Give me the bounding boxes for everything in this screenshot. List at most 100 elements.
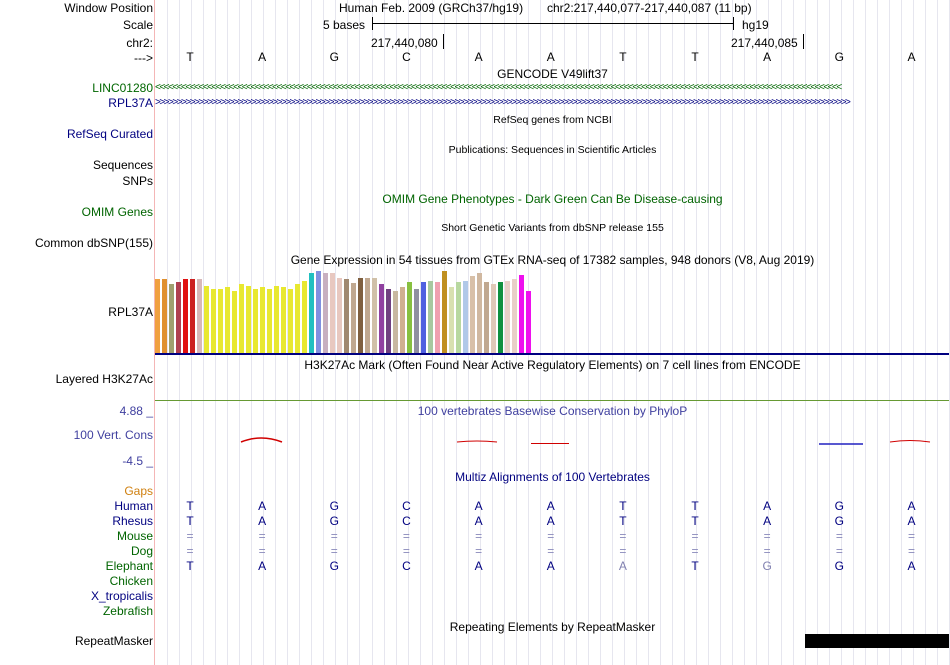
gtex-tissue-bar[interactable]: [470, 276, 475, 353]
gtex-tissue-bar[interactable]: [281, 287, 286, 353]
gtex-tissue-bar[interactable]: [428, 281, 433, 353]
repeatmasker-element[interactable]: [805, 634, 949, 648]
gtex-tissue-bar[interactable]: [519, 275, 524, 353]
gtex-tissue-bar[interactable]: [344, 279, 349, 353]
gtex-tissue-bar[interactable]: [526, 291, 531, 353]
h3k27ac-track-title: H3K27Ac Mark (Often Found Near Active Re…: [304, 358, 801, 372]
gtex-tissue-bar[interactable]: [456, 282, 461, 353]
gtex-tissue-bar[interactable]: [225, 287, 230, 353]
gtex-tissue-bar[interactable]: [386, 289, 391, 353]
alignment-base: =: [402, 529, 410, 543]
gtex-tissue-bar[interactable]: [246, 286, 251, 353]
species-label-mouse[interactable]: Mouse: [116, 529, 153, 543]
species-label-elephant[interactable]: Elephant: [105, 559, 153, 573]
gtex-tissue-bar[interactable]: [155, 279, 160, 353]
label-refseq-curated[interactable]: RefSeq Curated: [66, 127, 153, 141]
base-letter: A: [546, 50, 555, 64]
gtex-tissue-bar[interactable]: [169, 284, 174, 353]
species-label-human[interactable]: Human: [114, 499, 153, 513]
label-layered-h3k27ac[interactable]: Layered H3K27Ac: [55, 372, 153, 386]
h3k27ac-baseline: [155, 400, 949, 401]
linc01280-gene-feature[interactable]: <<<<<<<<<<<<<<<<<<<<<<<<<<<<<<<<<<<<<<<<…: [155, 82, 842, 93]
gridline: [841, 0, 842, 665]
gtex-tissue-bar[interactable]: [176, 282, 181, 353]
gtex-tissue-bar[interactable]: [260, 287, 265, 353]
gridline: [853, 0, 854, 665]
gtex-tissue-bar[interactable]: [309, 273, 314, 353]
gtex-tissue-bar[interactable]: [190, 279, 195, 353]
gtex-tissue-bar[interactable]: [372, 278, 377, 353]
gtex-tissue-bar[interactable]: [351, 283, 356, 353]
gtex-tissue-bar[interactable]: [407, 282, 412, 353]
gtex-tissue-bar[interactable]: [211, 289, 216, 353]
gtex-tissue-bar[interactable]: [484, 282, 489, 353]
alignment-base: =: [402, 544, 410, 558]
gtex-tissue-bar[interactable]: [491, 284, 496, 353]
label-omim-genes[interactable]: OMIM Genes: [81, 205, 153, 219]
gtex-tissue-bar[interactable]: [393, 291, 398, 353]
gtex-tissue-bar[interactable]: [400, 287, 405, 353]
phylop-peak-4: [889, 440, 931, 443]
gtex-tissue-bar[interactable]: [302, 281, 307, 353]
gtex-tissue-bar[interactable]: [337, 278, 342, 353]
label-gtex-gene[interactable]: RPL37A: [108, 305, 153, 319]
rpl37a-gene-feature[interactable]: >>>>>>>>>>>>>>>>>>>>>>>>>>>>>>>>>>>>>>>>…: [155, 97, 851, 108]
label-100-vert-cons[interactable]: 100 Vert. Cons: [73, 428, 153, 442]
alignment-base: A: [763, 499, 772, 513]
gridline: [720, 0, 721, 665]
multiz-track-title: Multiz Alignments of 100 Vertebrates: [455, 470, 650, 484]
base-letter: A: [474, 50, 483, 64]
alignment-base: A: [474, 559, 483, 573]
species-label-dog[interactable]: Dog: [130, 544, 153, 558]
gtex-tissue-bar[interactable]: [512, 279, 517, 353]
gtex-tissue-bar[interactable]: [421, 282, 426, 353]
gtex-tissue-bar[interactable]: [477, 273, 482, 353]
gtex-tissue-bar[interactable]: [498, 282, 503, 353]
gtex-tissue-bar[interactable]: [183, 279, 188, 353]
gtex-tissue-bar[interactable]: [505, 281, 510, 353]
gtex-tissue-bar[interactable]: [274, 286, 279, 353]
label-snps[interactable]: SNPs: [122, 174, 153, 188]
gtex-tissue-bar[interactable]: [197, 279, 202, 353]
gridline: [732, 0, 733, 665]
alignment-base: A: [258, 514, 267, 528]
gtex-tissue-bar[interactable]: [162, 279, 167, 353]
gtex-tissue-bar[interactable]: [449, 287, 454, 353]
gtex-tissue-bar[interactable]: [239, 284, 244, 353]
species-label-x_tropicalis[interactable]: X_tropicalis: [90, 589, 153, 603]
gtex-tissue-bar[interactable]: [365, 278, 370, 353]
label-repeatmasker[interactable]: RepeatMasker: [74, 634, 153, 648]
gtex-tissue-bar[interactable]: [414, 289, 419, 353]
label-linc01280[interactable]: LINC01280: [92, 81, 153, 95]
gtex-tissue-bar[interactable]: [288, 289, 293, 353]
species-label-zebrafish[interactable]: Zebrafish: [102, 604, 153, 618]
label-strand[interactable]: --->: [134, 51, 153, 65]
label-common-dbsnp[interactable]: Common dbSNP(155): [34, 236, 153, 250]
gtex-tissue-bar[interactable]: [323, 273, 328, 353]
gtex-tissue-bar[interactable]: [463, 281, 468, 353]
gtex-tissue-bar[interactable]: [379, 284, 384, 353]
species-label-rhesus[interactable]: Rhesus: [112, 514, 153, 528]
gtex-tissue-bar[interactable]: [316, 271, 321, 353]
gridline: [167, 0, 168, 665]
gtex-tissue-bar[interactable]: [435, 282, 440, 353]
gtex-tissue-bar[interactable]: [267, 289, 272, 353]
label-rpl37a[interactable]: RPL37A: [108, 96, 153, 110]
alignment-base: G: [762, 559, 772, 573]
gtex-tissue-bar[interactable]: [358, 278, 363, 353]
gtex-tissue-bar[interactable]: [253, 289, 258, 353]
gtex-tissue-bar[interactable]: [330, 273, 335, 353]
dbsnp-track-title: Short Genetic Variants from dbSNP releas…: [441, 222, 664, 234]
gtex-tissue-bar[interactable]: [204, 286, 209, 353]
species-label-chicken[interactable]: Chicken: [109, 574, 153, 588]
gtex-tissue-bar[interactable]: [442, 271, 447, 353]
gtex-tissue-bar[interactable]: [232, 291, 237, 353]
gridline: [744, 0, 745, 665]
alignment-base: T: [186, 499, 194, 513]
gtex-bar-chart[interactable]: [155, 269, 535, 353]
alignment-base: =: [763, 544, 771, 558]
phylop-conservation-plot[interactable]: [155, 432, 950, 448]
gtex-tissue-bar[interactable]: [218, 289, 223, 353]
gtex-tissue-bar[interactable]: [295, 284, 300, 353]
label-sequences[interactable]: Sequences: [92, 158, 153, 172]
